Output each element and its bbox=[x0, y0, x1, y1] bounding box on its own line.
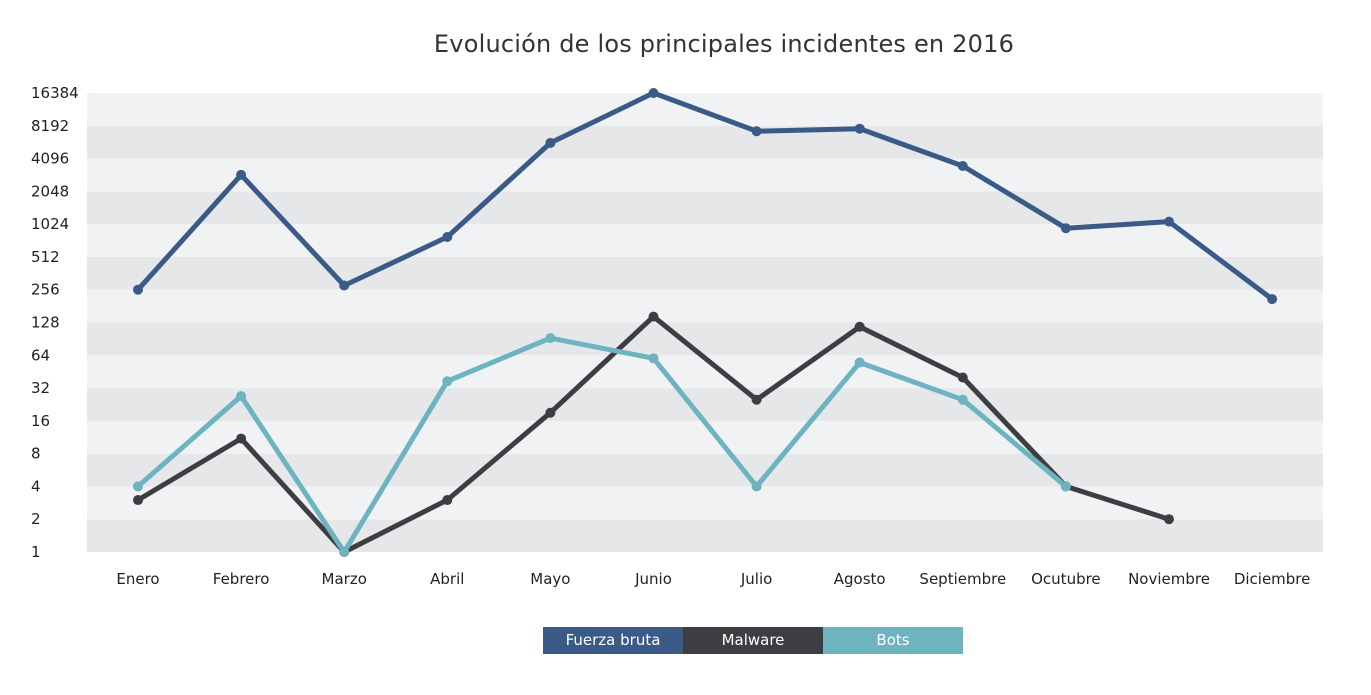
grid-band bbox=[87, 453, 1323, 487]
data-point bbox=[648, 88, 659, 98]
x-tick-label: Junio bbox=[634, 570, 672, 588]
data-point bbox=[442, 495, 453, 506]
y-tick-label: 4 bbox=[31, 477, 41, 495]
y-tick-label: 4096 bbox=[31, 150, 69, 168]
y-tick-label: 1 bbox=[31, 543, 41, 561]
data-point bbox=[751, 481, 762, 492]
legend-item: Malware bbox=[683, 627, 823, 654]
y-tick-label: 16 bbox=[31, 412, 50, 430]
x-tick-label: Diciembre bbox=[1234, 570, 1311, 588]
x-tick-label: Enero bbox=[116, 570, 159, 588]
grid-band bbox=[87, 289, 1323, 323]
grid-band bbox=[87, 93, 1323, 126]
y-tick-label: 32 bbox=[31, 379, 50, 397]
data-point bbox=[236, 433, 247, 444]
legend-item: Bots bbox=[823, 627, 963, 654]
x-tick-label: Febrero bbox=[213, 570, 270, 588]
x-tick-label: Noviembre bbox=[1128, 570, 1210, 588]
chart-title: Evolución de los principales incidentes … bbox=[433, 30, 1015, 58]
grid-band bbox=[87, 191, 1323, 225]
y-tick-label: 2048 bbox=[31, 182, 69, 200]
data-point bbox=[1060, 223, 1071, 234]
data-point bbox=[133, 481, 143, 492]
data-point bbox=[442, 232, 453, 243]
grid-band bbox=[87, 519, 1323, 552]
x-tick-label: Julio bbox=[740, 570, 772, 588]
series-points bbox=[133, 88, 1278, 557]
grid-band bbox=[87, 322, 1323, 356]
data-point bbox=[1164, 514, 1174, 525]
grid-band bbox=[87, 486, 1323, 520]
data-point bbox=[648, 353, 659, 364]
data-point bbox=[339, 547, 350, 557]
y-tick-label: 1024 bbox=[31, 215, 69, 233]
data-point bbox=[751, 394, 762, 405]
grid-bands bbox=[87, 93, 1323, 552]
x-tick-label: Septiembre bbox=[919, 570, 1006, 588]
legend-item: Fuerza bruta bbox=[543, 627, 683, 654]
legend: Fuerza bruta Malware Bots bbox=[543, 627, 963, 654]
data-point bbox=[236, 391, 247, 402]
x-tick-label: Marzo bbox=[322, 570, 367, 588]
data-point bbox=[854, 321, 865, 332]
data-point bbox=[751, 126, 762, 137]
data-point bbox=[1267, 294, 1278, 305]
y-tick-label: 256 bbox=[31, 281, 60, 299]
x-tick-label: Agosto bbox=[834, 570, 886, 588]
y-tick-label: 128 bbox=[31, 314, 60, 332]
y-tick-label: 16384 bbox=[31, 84, 79, 102]
data-point bbox=[854, 123, 865, 134]
grid-band bbox=[87, 256, 1323, 290]
y-axis-ticks: 1 2 4 8 16 32 64 128 256 512 1024 2048 4096 8192 16384 bbox=[31, 84, 79, 561]
y-tick-label: 8192 bbox=[31, 117, 69, 135]
y-tick-label: 64 bbox=[31, 346, 50, 364]
data-point bbox=[545, 137, 556, 148]
data-point bbox=[648, 311, 659, 322]
data-point bbox=[1164, 216, 1174, 227]
y-tick-label: 2 bbox=[31, 510, 41, 528]
data-point bbox=[1060, 481, 1071, 492]
grid-band bbox=[87, 125, 1323, 159]
data-point bbox=[133, 495, 143, 506]
y-tick-label: 8 bbox=[31, 445, 41, 463]
grid-band bbox=[87, 158, 1323, 192]
data-point bbox=[545, 407, 556, 418]
x-tick-label: Mayo bbox=[530, 570, 570, 588]
x-tick-label: Abril bbox=[430, 570, 464, 588]
y-tick-label: 512 bbox=[31, 248, 60, 266]
grid-band bbox=[87, 388, 1323, 421]
grid-band bbox=[87, 420, 1323, 454]
data-point bbox=[236, 169, 247, 180]
data-point bbox=[339, 280, 350, 291]
data-point bbox=[442, 376, 453, 387]
series-line-2 bbox=[135, 335, 1069, 555]
series-line-0 bbox=[135, 90, 1275, 302]
data-point bbox=[854, 357, 865, 368]
data-point bbox=[957, 372, 968, 383]
grid-band bbox=[87, 224, 1323, 257]
data-point bbox=[957, 161, 968, 172]
data-point bbox=[545, 333, 556, 344]
x-tick-label: Ocutubre bbox=[1031, 570, 1101, 588]
x-axis-ticks: Enero Febrero Marzo Abril Mayo Junio Julio Agos… bbox=[116, 570, 1310, 588]
data-point bbox=[957, 394, 968, 405]
data-point bbox=[133, 284, 143, 295]
